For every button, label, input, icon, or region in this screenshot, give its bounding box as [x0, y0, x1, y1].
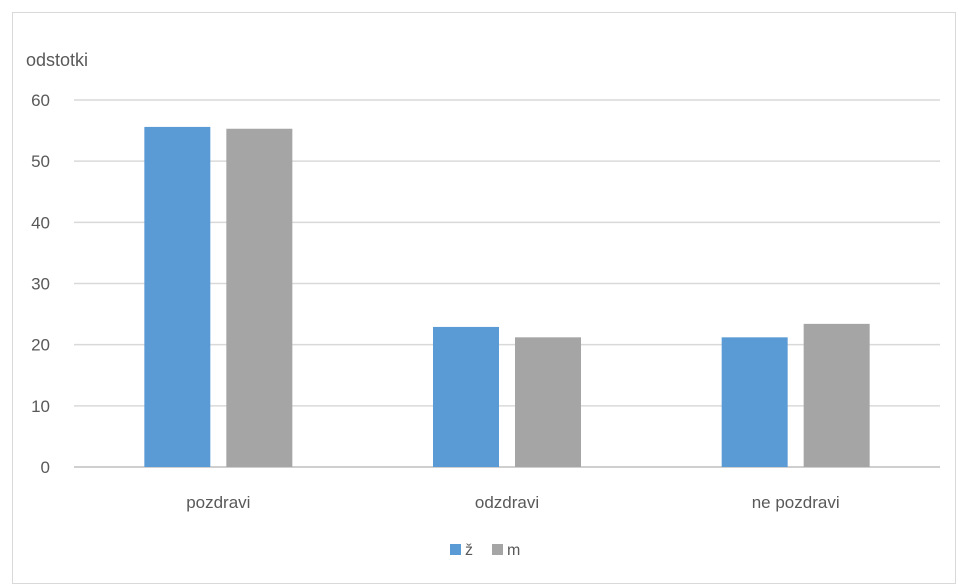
legend-swatch: [450, 544, 461, 555]
x-category-label: ne pozdravi: [752, 493, 840, 512]
bar-m-odzdravi: [515, 337, 581, 467]
y-tick-label: 10: [31, 397, 50, 416]
y-tick-label: 30: [31, 275, 50, 294]
gridlines: [74, 99, 940, 468]
x-category-labels: pozdravi odzdravi ne pozdravi: [186, 493, 839, 512]
y-tick-label: 60: [31, 91, 50, 110]
bar-z-ne-pozdravi: [721, 337, 788, 467]
bar-m-pozdravi: [226, 128, 293, 467]
y-tick-label: 50: [31, 152, 50, 171]
legend-swatch: [492, 544, 503, 555]
bars: [144, 126, 870, 467]
y-tick-labels: 0 10 20 30 40 50 60: [31, 91, 50, 477]
y-tick-label: 20: [31, 336, 50, 355]
legend-label: m: [507, 542, 520, 559]
bar-m-ne-pozdravi: [803, 323, 870, 467]
y-tick-label: 40: [31, 213, 50, 232]
bar-z-pozdravi: [144, 126, 211, 467]
bar-z-odzdravi: [433, 326, 499, 467]
legend-label: ž: [465, 542, 473, 559]
y-axis-title: odstotki: [26, 50, 88, 70]
y-tick-label: 0: [41, 458, 50, 477]
x-category-label: pozdravi: [186, 493, 250, 512]
x-category-label: odzdravi: [475, 493, 539, 512]
